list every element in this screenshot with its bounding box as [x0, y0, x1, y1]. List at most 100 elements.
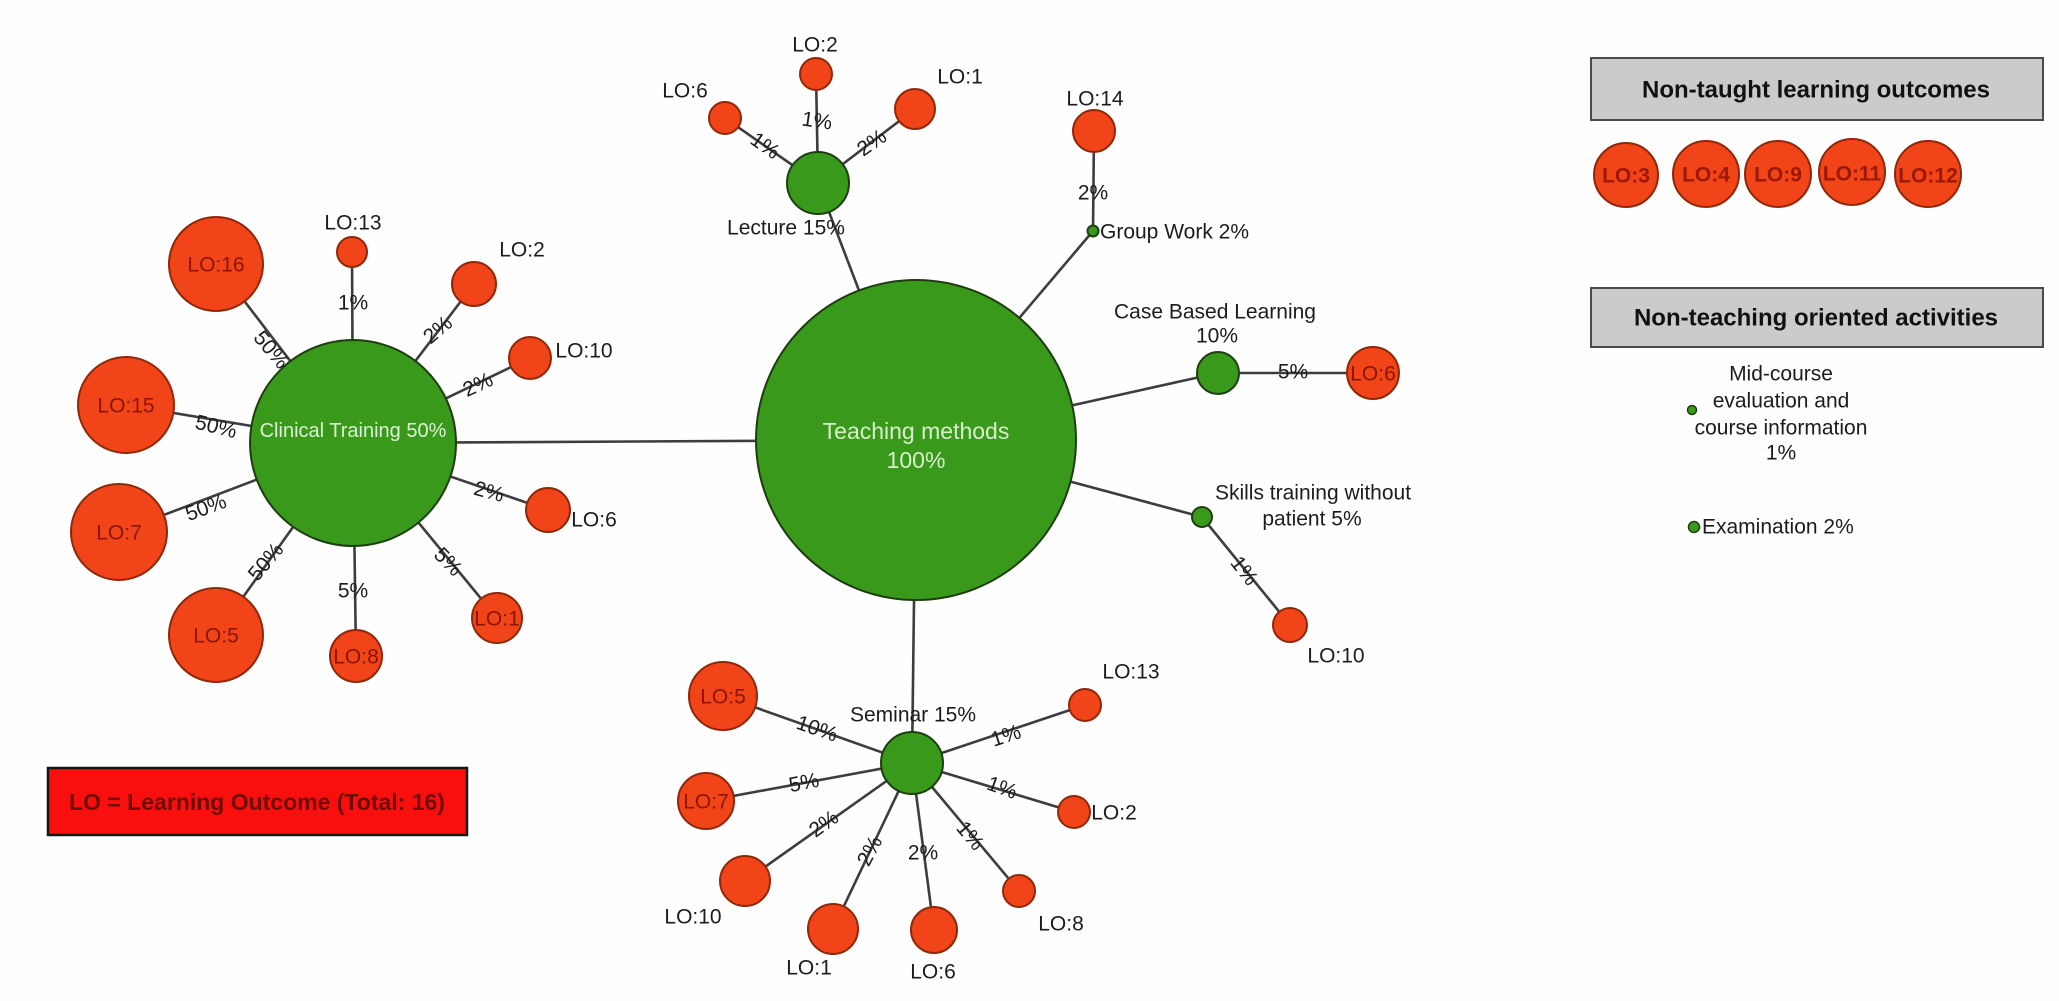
node-seminar-lo13: [1068, 688, 1102, 722]
node-seminar-lo5: [688, 661, 758, 731]
node-clinical-training: [249, 339, 457, 547]
nontaught-lo11-label: LO:11: [1823, 163, 1882, 186]
skills-label-line1: Skills training without: [1215, 482, 1411, 505]
non-teaching-header-label: Non-teaching oriented activities: [1634, 305, 1998, 332]
groupwork-lo14-label: LO:14: [1066, 88, 1124, 111]
clinical-lo6-label: LO:6: [571, 509, 617, 532]
group-work-label: Group Work 2%: [1100, 221, 1249, 244]
node-lecture-lo6: [708, 101, 742, 135]
seminar-lo8-label: LO:8: [1038, 913, 1084, 936]
node-nontaught-lo12: [1894, 140, 1962, 208]
pct-lecture-lo6: 1%: [746, 128, 784, 164]
clinical-lo15-label: LO:15: [97, 395, 154, 418]
node-clinical-lo8: [329, 629, 383, 683]
skills-label-line2: patient 5%: [1262, 508, 1361, 531]
nodes: [70, 57, 1400, 955]
seminar-lo5-label: LO:5: [700, 686, 746, 709]
pct-groupwork-lo14: 2%: [1078, 182, 1108, 205]
non-taught-header-label: Non-taught learning outcomes: [1642, 77, 1990, 104]
node-case-based-learning: [1196, 351, 1240, 395]
node-clinical-lo2: [451, 261, 497, 307]
clinical-lo2-label: LO:2: [499, 239, 545, 262]
mid-course-label-line3: course information: [1695, 417, 1868, 440]
node-seminar-lo6: [910, 906, 958, 954]
node-clinical-lo13: [336, 236, 368, 268]
pct-clinical-lo10: 2%: [459, 368, 496, 402]
node-clinical-lo5: [168, 587, 264, 683]
node-seminar-lo10: [719, 855, 771, 907]
node-clinical-lo6: [525, 487, 571, 533]
clinical-lo13-label: LO:13: [324, 212, 381, 235]
edge-seminar-lo7: [705, 761, 913, 803]
node-mid-course-evaluation: [1686, 404, 1698, 416]
pct-clinical-lo13: 1%: [338, 292, 368, 315]
node-lecture: [786, 151, 850, 215]
pct-clinical-lo7: 50%: [182, 490, 229, 526]
node-examination: [1687, 520, 1701, 534]
panel-non-taught: Non-taught learning outcomes LO:3 LO:4 L…: [1590, 57, 2044, 208]
pct-clinical-lo2: 2%: [419, 311, 457, 348]
node-seminar-lo8: [1002, 874, 1036, 908]
node-skills-lo10: [1272, 607, 1308, 643]
case-based-pct-label: 10%: [1196, 325, 1238, 348]
case-based-label: Case Based Learning: [1114, 301, 1316, 324]
node-clinical-lo10: [508, 336, 552, 380]
non-teaching-header-box: [1590, 287, 2044, 348]
seminar-label: Seminar 15%: [850, 704, 976, 727]
pct-seminar-lo6: 2%: [908, 842, 938, 865]
lecture-lo2-label: LO:2: [792, 34, 838, 57]
clinical-lo10-label: LO:10: [555, 340, 612, 363]
pct-clinical-lo6: 2%: [471, 477, 506, 507]
seminar-lo6-label: LO:6: [910, 961, 956, 984]
teaching-methods-label-line1: Teaching methods: [823, 418, 1010, 444]
mid-course-label-line1: Mid-course: [1729, 363, 1833, 386]
node-lecture-lo1: [894, 88, 936, 130]
legend-box: [46, 766, 469, 837]
pct-seminar-lo2: 1%: [984, 772, 1020, 804]
seminar-lo1-label: LO:1: [786, 957, 832, 980]
seminar-lo7-label: LO:7: [683, 791, 729, 814]
lecture-lo1-label: LO:1: [937, 66, 983, 89]
node-clinical-lo1: [471, 592, 523, 644]
node-seminar-lo2: [1057, 795, 1091, 829]
nontaught-lo3-label: LO:3: [1602, 165, 1650, 188]
pct-seminar-lo5: 10%: [793, 711, 840, 746]
node-seminar: [880, 731, 944, 795]
clinical-lo8-label: LO:8: [333, 646, 379, 669]
pct-clinical-lo5: 50%: [244, 539, 289, 586]
mid-course-label-line4: 1%: [1766, 442, 1796, 465]
seminar-lo10-label: LO:10: [664, 906, 721, 929]
node-clinical-lo7: [70, 483, 168, 581]
pct-clinical-lo8: 5%: [338, 580, 368, 603]
node-labels: Teaching methods 100% Clinical Training …: [96, 34, 1411, 984]
node-casebased-lo6: [1346, 346, 1400, 400]
clinical-lo7-label: LO:7: [96, 522, 142, 545]
nontaught-lo12-label: LO:12: [1898, 165, 1958, 188]
seminar-lo2-label: LO:2: [1091, 802, 1137, 825]
node-nontaught-lo9: [1744, 140, 1812, 208]
examination-label: Examination 2%: [1702, 516, 1854, 539]
node-group-work: [1086, 224, 1100, 238]
pct-clinical-lo15: 50%: [193, 411, 239, 443]
clinical-lo16-label: LO:16: [187, 254, 244, 277]
node-nontaught-lo4: [1672, 140, 1740, 208]
nontaught-lo9-label: LO:9: [1754, 164, 1802, 187]
non-taught-header-box: [1590, 57, 2044, 121]
edge-seminar-lo10: [744, 761, 913, 883]
pct-casebased-lo6: 5%: [1278, 361, 1308, 384]
mid-course-label-line2: evaluation and: [1713, 390, 1850, 413]
seminar-lo13-label: LO:13: [1102, 661, 1159, 684]
skills-lo10-label: LO:10: [1307, 645, 1364, 668]
pct-seminar-lo13: 1%: [988, 720, 1024, 751]
clinical-lo5-label: LO:5: [193, 625, 239, 648]
node-lecture-lo2: [799, 57, 833, 91]
nontaught-lo4-label: LO:4: [1682, 164, 1730, 187]
lecture-label: Lecture 15%: [727, 217, 845, 240]
lecture-lo6-label: LO:6: [662, 80, 708, 103]
edge-skills-lo10: [1200, 516, 1292, 626]
casebased-lo6-label: LO:6: [1350, 363, 1396, 386]
node-nontaught-lo11: [1818, 138, 1886, 206]
node-seminar-lo1: [807, 903, 859, 955]
clinical-training-label: Clinical Training 50%: [260, 420, 447, 442]
